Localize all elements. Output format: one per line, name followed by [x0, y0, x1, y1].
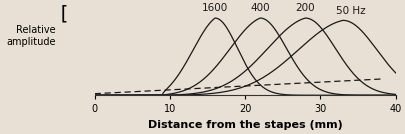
X-axis label: Distance from the stapes (mm): Distance from the stapes (mm)	[147, 120, 342, 130]
Text: 200: 200	[295, 3, 314, 13]
Text: [: [	[58, 4, 69, 23]
Y-axis label: Relative
amplitude: Relative amplitude	[6, 25, 55, 47]
Text: 400: 400	[250, 3, 269, 13]
Text: 50 Hz: 50 Hz	[335, 6, 364, 16]
Text: 1600: 1600	[201, 3, 228, 13]
